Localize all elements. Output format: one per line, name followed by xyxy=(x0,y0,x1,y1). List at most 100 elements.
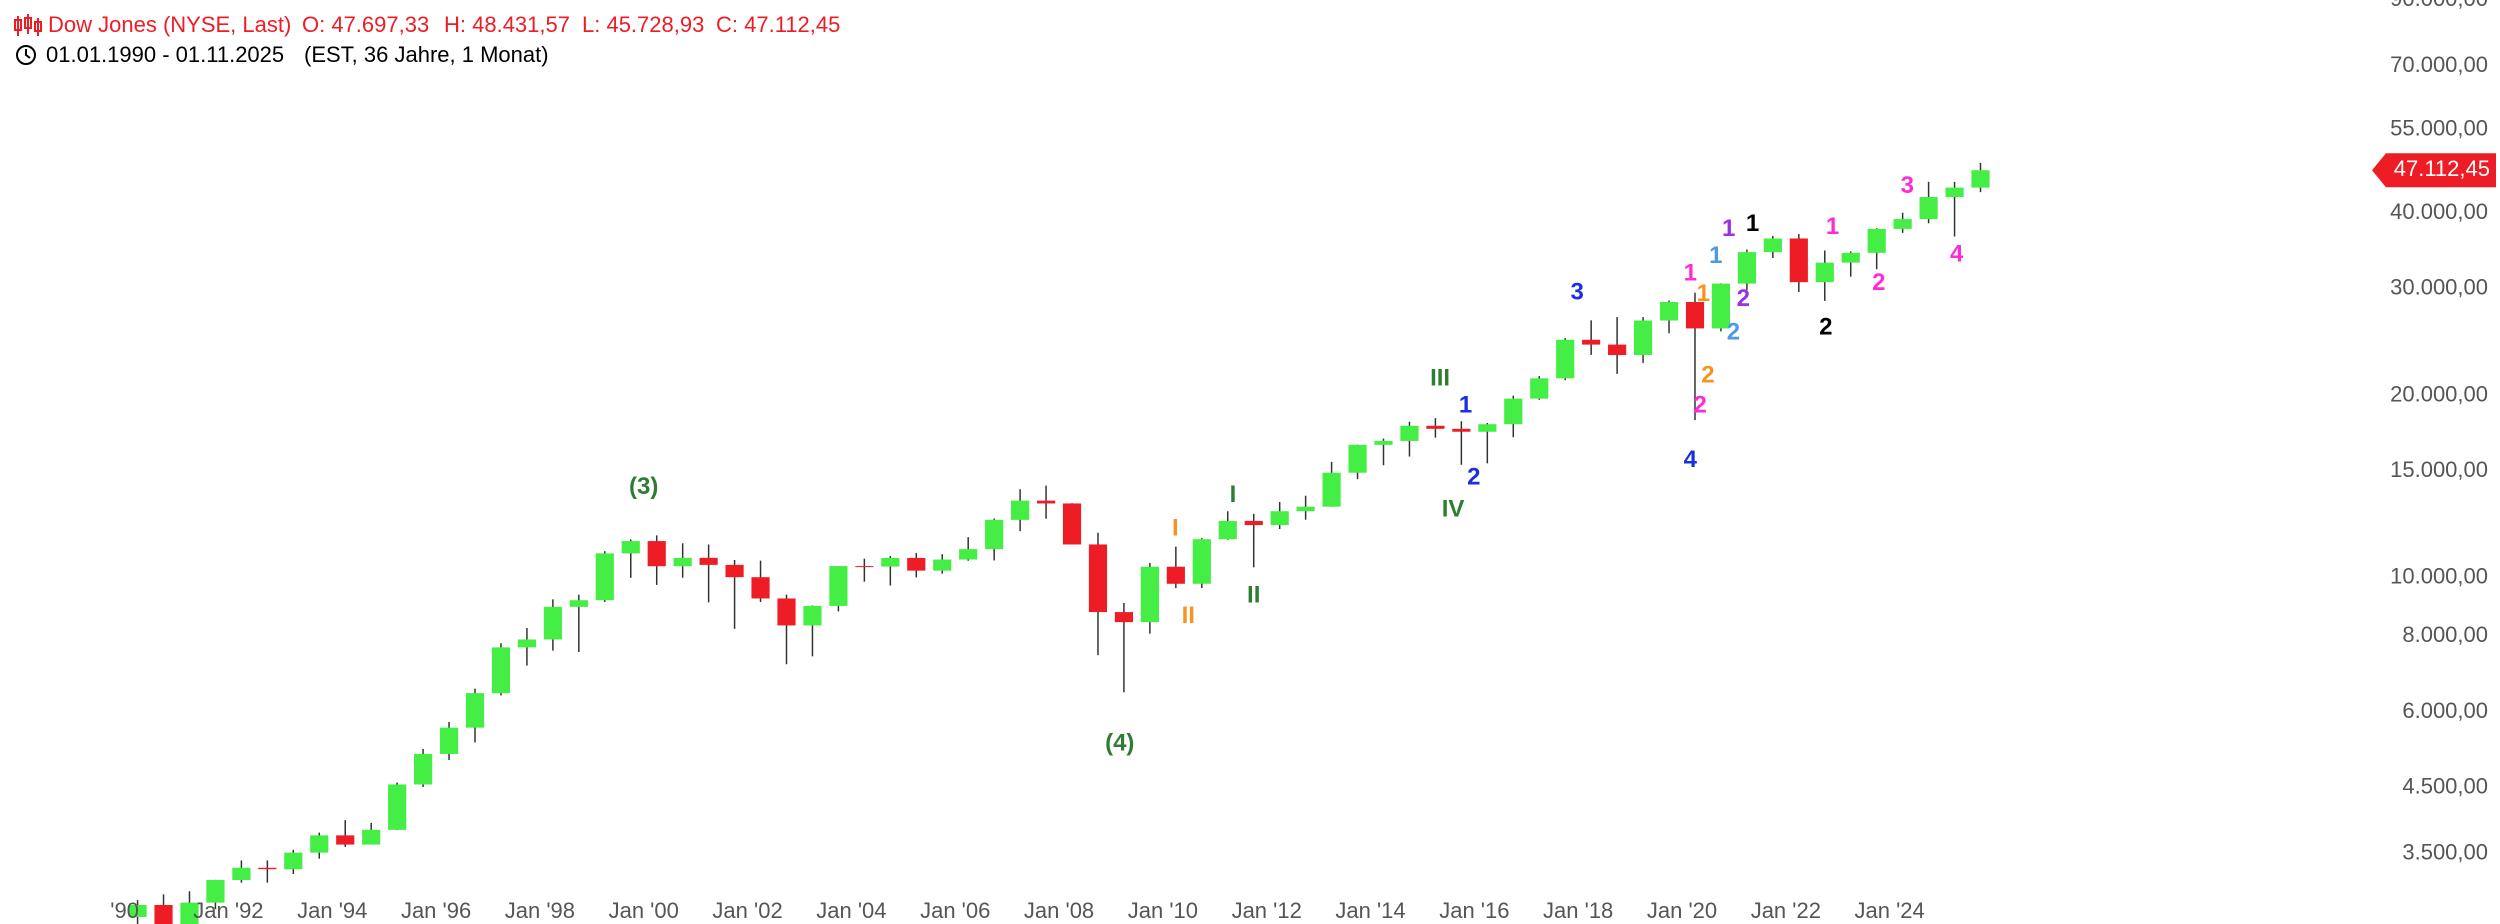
y-tick-label: 30.000,00 xyxy=(2390,275,2488,300)
candle-body xyxy=(491,647,511,694)
candle-body xyxy=(699,557,718,565)
wave-label: 2 xyxy=(1872,269,1885,296)
wave-label: 1 xyxy=(1709,242,1722,269)
wave-label: III xyxy=(1430,365,1450,392)
candle-body xyxy=(1296,506,1315,512)
plot-area xyxy=(128,162,1990,924)
candle-body xyxy=(258,867,277,870)
x-tick-label: Jan '02 xyxy=(712,898,782,923)
candle-body xyxy=(1114,612,1134,623)
wave-label: 1 xyxy=(1459,392,1472,419)
candle-body xyxy=(569,600,588,607)
candle-body xyxy=(1530,378,1549,399)
candle-body xyxy=(1737,252,1756,284)
candle-body xyxy=(1556,339,1575,379)
candle-body xyxy=(1036,500,1056,504)
wave-label: I xyxy=(1230,481,1237,508)
x-tick-label: Jan '96 xyxy=(401,898,471,923)
candle-body xyxy=(1971,170,1990,188)
wave-label: 2 xyxy=(1701,361,1714,388)
candle-body xyxy=(1582,339,1601,345)
candle-body xyxy=(388,784,407,830)
candle-body xyxy=(128,904,147,917)
candle-body xyxy=(1841,252,1860,263)
candle-body xyxy=(751,577,770,599)
wave-label: II xyxy=(1182,602,1195,629)
x-tick-label: Jan '12 xyxy=(1232,898,1302,923)
y-tick-label: 8.000,00 xyxy=(2402,622,2488,647)
candle-body xyxy=(1192,539,1211,584)
candle-body xyxy=(959,549,978,560)
y-tick-label: 3.500,00 xyxy=(2402,840,2488,865)
y-tick-label: 70.000,00 xyxy=(2390,52,2488,77)
x-tick-label: Jan '20 xyxy=(1647,898,1717,923)
y-tick-label: 90.000,00 xyxy=(2390,0,2488,11)
wave-label: (3) xyxy=(629,473,658,500)
candle-body xyxy=(673,557,692,567)
wave-label: 1 xyxy=(1746,210,1759,237)
candle-body xyxy=(1815,262,1834,283)
candle-body xyxy=(1478,424,1497,432)
x-tick-label: Jan '00 xyxy=(609,898,679,923)
candle-body xyxy=(1400,425,1419,441)
candle-body xyxy=(777,598,796,626)
candle-body xyxy=(1945,187,1964,198)
candle-body xyxy=(154,904,173,924)
x-tick-label: Jan '24 xyxy=(1855,898,1925,923)
candle-body xyxy=(1218,520,1237,540)
wave-label: 2 xyxy=(1737,285,1750,312)
x-tick-label: Jan '08 xyxy=(1024,898,1094,923)
last-price-label: 47.112,45 xyxy=(2394,156,2490,181)
wave-label: 2 xyxy=(1693,392,1706,419)
range-info: (EST, 36 Jahre, 1 Monat) xyxy=(304,42,549,67)
header: Dow Jones (NYSE, Last) O: 47.697,33 H: 4… xyxy=(14,12,840,67)
candle-body xyxy=(1633,320,1653,356)
candle-body xyxy=(362,829,381,845)
candle-body xyxy=(647,541,666,567)
candle-body xyxy=(336,835,355,845)
candle-body xyxy=(180,902,199,924)
y-tick-label: 15.000,00 xyxy=(2390,457,2488,482)
candle-body xyxy=(1763,238,1782,253)
candle-body xyxy=(543,606,562,640)
wave-label: 1 xyxy=(1722,215,1735,242)
wave-label: IV xyxy=(1442,495,1465,522)
candle-body xyxy=(232,867,251,881)
candle-body xyxy=(414,753,433,785)
candle-body xyxy=(1426,425,1445,429)
candle-body xyxy=(1140,566,1159,623)
wave-label: II xyxy=(1247,581,1260,608)
x-tick-label: Jan '04 xyxy=(816,898,886,923)
candle-body xyxy=(621,541,640,554)
wave-label: 3 xyxy=(1901,172,1914,199)
wave-label: 3 xyxy=(1570,278,1583,305)
date-range: 01.01.1990 - 01.11.2025 xyxy=(46,42,284,67)
candle-body xyxy=(1244,520,1263,526)
wave-label: 1 xyxy=(1697,280,1710,307)
y-tick-label: 20.000,00 xyxy=(2390,381,2488,406)
candle-body xyxy=(829,566,848,606)
candle-body xyxy=(310,835,329,853)
candle-body xyxy=(855,566,874,568)
candle-body xyxy=(725,564,744,578)
candle-body xyxy=(1893,219,1912,229)
x-tick-label: Jan '92 xyxy=(193,898,263,923)
clock-icon xyxy=(16,45,36,65)
ohlc-label: O: 47.697,33 xyxy=(302,12,429,37)
y-tick-label: 40.000,00 xyxy=(2390,199,2488,224)
candle-body xyxy=(1166,566,1185,584)
candle-body xyxy=(985,519,1004,550)
wave-label: 1 xyxy=(1826,213,1839,240)
ohlc-label: H: 48.431,57 xyxy=(444,12,570,37)
candle-body xyxy=(907,557,926,571)
candle-body xyxy=(1348,444,1367,473)
x-tick-label: Jan '98 xyxy=(505,898,575,923)
candle-body xyxy=(1452,428,1471,432)
candle-icon xyxy=(14,14,42,36)
wave-label: 1 xyxy=(1684,259,1697,286)
y-tick-label: 6.000,00 xyxy=(2402,698,2488,723)
candle-body xyxy=(1504,398,1523,425)
candle-body xyxy=(1919,197,1938,220)
x-tick-label: Jan '14 xyxy=(1335,898,1405,923)
